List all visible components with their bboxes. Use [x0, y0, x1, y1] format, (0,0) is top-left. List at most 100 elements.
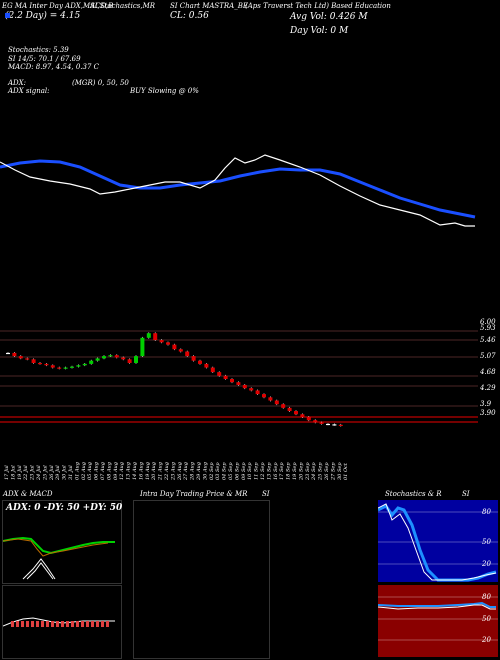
macd-bar	[91, 621, 94, 627]
date-label: 01 Aug	[74, 462, 80, 480]
ema-fast-line	[0, 159, 476, 219]
date-label: 13 Sep	[266, 462, 272, 480]
date-label: 25 Sep	[318, 462, 324, 481]
candle-body	[185, 351, 190, 357]
macd-bar	[26, 621, 29, 627]
candle-body	[223, 375, 228, 379]
date-label: 30 Aug	[202, 462, 208, 480]
candle-body	[294, 411, 298, 415]
date-label: 19 Sep	[292, 462, 298, 480]
range-line: (2.2 Day) = 4.15	[5, 11, 81, 21]
date-label: 23 Jul	[30, 465, 36, 481]
candle-body	[326, 423, 330, 426]
date-label: 05 Aug	[87, 462, 93, 480]
ema-slow-line	[0, 154, 475, 227]
macd-bar	[101, 621, 104, 627]
date-label: 25 Jul	[42, 465, 48, 481]
candle-body	[18, 356, 23, 359]
candle-body	[178, 349, 183, 352]
date-label: 30 Jul	[62, 465, 68, 480]
legend-line-2: SI,Stochastics,MR	[90, 2, 156, 10]
stochastics-si: SI	[462, 490, 470, 498]
candle-body	[114, 355, 119, 358]
rsi-panel: 80 50 20	[378, 585, 498, 657]
moving-average-chart	[0, 154, 476, 227]
candle-body	[300, 414, 305, 418]
intra-day-panel	[133, 500, 270, 659]
legend-line-4: (Aps Traverst Tech Ltd) Based Education	[245, 2, 391, 10]
date-label: 02 Aug	[81, 462, 87, 480]
date-label: 30 Sep	[337, 462, 343, 480]
candle-body	[281, 404, 286, 408]
price-axis-label: 4.68	[480, 368, 496, 376]
date-label: 29 Aug	[196, 462, 202, 481]
date-label: 29 Jul	[55, 465, 61, 481]
date-label: 24 Jul	[36, 465, 42, 481]
candle-body	[12, 352, 17, 357]
macd-bar	[36, 621, 39, 627]
date-label: 14 Aug	[132, 462, 138, 480]
candle-body	[95, 358, 100, 361]
candle-body	[332, 424, 337, 426]
date-label: 21 Aug	[158, 462, 164, 481]
date-label: 16 Sep	[273, 462, 279, 480]
date-label: 20 Aug	[151, 462, 157, 481]
legend-line-3: SI Chart MASTRA_BE	[170, 2, 248, 10]
price-axis-label: 5.46	[480, 336, 496, 344]
adx-macd-title: ADX & MACD	[3, 490, 53, 498]
candle-body	[38, 362, 42, 365]
macd-bar	[16, 621, 19, 627]
date-label: 18 Sep	[286, 462, 292, 480]
candle-body	[210, 367, 215, 373]
buy-signal-readout: BUY Slowing @ 0%	[130, 87, 199, 95]
date-label: 04 Sep	[222, 462, 228, 480]
price-axis-label: 3.90	[480, 409, 496, 417]
candle-body	[230, 379, 234, 383]
date-label: 22 Jul	[23, 465, 29, 481]
date-label: 20 Sep	[298, 462, 304, 481]
candle-body	[274, 400, 279, 405]
date-label: 28 Aug	[190, 462, 196, 481]
date-label: 27 Aug	[183, 462, 189, 481]
price-axis-label: 4.29	[480, 384, 496, 392]
candle-body	[159, 340, 164, 343]
candle-body	[255, 390, 260, 395]
intra-day-si: SI	[262, 490, 270, 498]
mgr-readout: (MGR) 0, 50, 50	[72, 79, 129, 87]
macd-bar	[46, 621, 49, 627]
macd-bar	[106, 621, 109, 627]
candle-body	[89, 360, 94, 364]
date-label: 17 Sep	[279, 462, 285, 480]
date-label: 06 Aug	[94, 462, 100, 480]
stoch-readout: Stochastics: 5.39	[8, 46, 69, 54]
date-label: 18 Jul	[10, 465, 16, 480]
date-label: 26 Aug	[177, 462, 183, 481]
date-label: 07 Aug	[100, 462, 106, 480]
stochastics-title: Stochastics & R	[385, 490, 442, 498]
date-label: 12 Sep	[260, 462, 266, 480]
rsi-axis-20: 20	[482, 636, 491, 644]
date-label: 24 Sep	[311, 462, 317, 481]
date-label: 27 Sep	[330, 462, 336, 481]
candle-body	[217, 372, 222, 376]
candle-body	[108, 355, 113, 357]
adx-values: ADX: 0 -DY: 50 +DY: 50	[6, 503, 123, 513]
si-readout: SI 14/5: 70.1 / 67.69	[8, 55, 81, 63]
legend-swatch	[5, 13, 10, 18]
date-label: 03 Sep	[215, 462, 221, 480]
macd-bar	[11, 621, 14, 627]
candle-body	[313, 420, 318, 423]
candle-body	[50, 365, 55, 368]
date-label: 05 Sep	[228, 462, 234, 480]
macd-bar	[56, 621, 59, 627]
candle-body	[172, 344, 177, 350]
candle-body	[319, 422, 324, 424]
avg-volume: Avg Vol: 0.426 M	[290, 12, 368, 22]
date-label: 02 Sep	[209, 462, 215, 480]
date-label: 22 Aug	[164, 462, 170, 481]
candle-body	[242, 384, 247, 389]
candle-body	[268, 397, 273, 401]
candle-body	[191, 356, 196, 361]
candle-body	[338, 424, 343, 426]
price-axis-label: 5.07	[480, 352, 496, 360]
